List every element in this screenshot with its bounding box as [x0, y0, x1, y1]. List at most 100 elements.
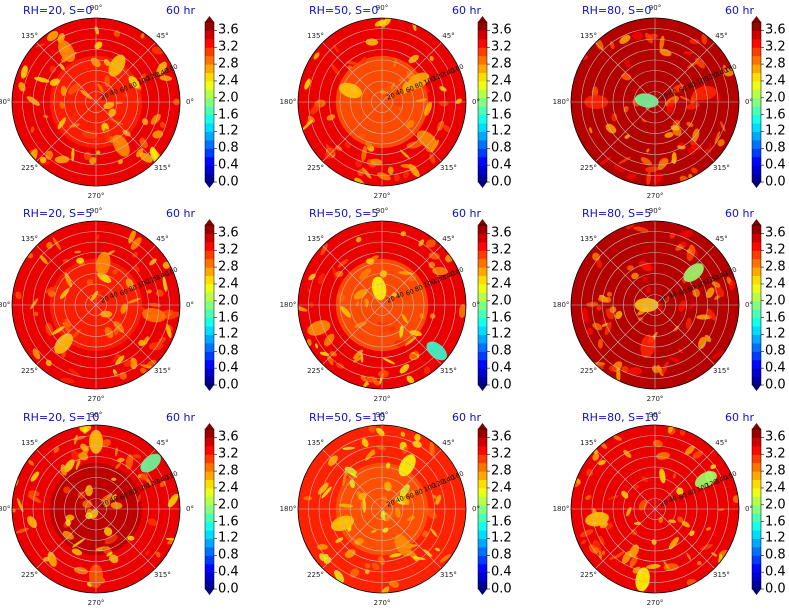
angle-label: 270° [373, 599, 391, 607]
field-blob [298, 305, 308, 312]
polar-frame [11, 220, 181, 390]
colorbar-segment [478, 250, 487, 260]
panel-2 [297, 16, 490, 188]
field-blob [677, 348, 683, 354]
field-blob [147, 518, 158, 526]
colorbar-tick-label: 3.6 [218, 22, 239, 38]
field-blob [576, 478, 581, 485]
field-blob [439, 86, 447, 92]
field-blob [705, 287, 715, 298]
colorbar-segment [478, 496, 487, 506]
field-blob [360, 352, 364, 363]
field-blob [20, 65, 28, 79]
field-blob [132, 251, 138, 258]
colorbar-tick-label: 2.4 [765, 73, 786, 89]
panel-title-right: 60 hr [452, 4, 481, 17]
colorbar-segment [205, 173, 214, 183]
colorbar-extend-min [205, 385, 214, 391]
colorbar-segment [752, 521, 761, 531]
field-blob [629, 555, 638, 568]
colorbar-tick-label: 1.6 [491, 514, 512, 530]
colorbar-segment [478, 131, 487, 141]
field-blob [638, 260, 652, 271]
colorbar-segment [752, 504, 761, 514]
field-blob [368, 425, 376, 433]
angle-label: 0° [745, 505, 753, 513]
polar-frame [570, 424, 740, 594]
colorbar-segment [205, 80, 214, 90]
panel-6 [570, 219, 764, 391]
colorbar-extend-max [205, 423, 214, 429]
colorbar-tick-label: 1.6 [218, 107, 239, 123]
colorbar-segment [478, 173, 487, 183]
colorbar-tick-label: 3.6 [765, 22, 786, 38]
angle-label: 90° [648, 207, 662, 215]
field-blob [601, 550, 606, 556]
field-blob [333, 45, 339, 53]
field-blob [120, 303, 128, 314]
field-blob [39, 255, 48, 265]
colorbar-segment [752, 106, 761, 116]
colorbar-segment [205, 131, 214, 141]
angle-label: 315° [713, 367, 730, 376]
colorbar-segment [205, 300, 214, 310]
colorbar-segment [752, 530, 761, 539]
colorbar-segment [752, 292, 761, 302]
field-blob [354, 538, 364, 545]
field-blob [371, 529, 377, 533]
angle-label: 270° [373, 192, 391, 200]
colorbar-segment [478, 38, 487, 48]
field-blob [592, 322, 603, 331]
field-feature [140, 453, 161, 473]
panel-title-right: 60 hr [166, 411, 195, 424]
colorbar-tick-label: 1.6 [765, 107, 786, 123]
field-blob [406, 375, 415, 384]
field-blob [43, 115, 49, 119]
colorbar-tick-label: 2.0 [491, 293, 512, 309]
field-blob [711, 552, 718, 557]
colorbar-segment [752, 351, 761, 361]
field-blob [140, 364, 155, 369]
grid-spoke [322, 449, 383, 510]
field-blob [686, 248, 693, 254]
grid-spoke [654, 101, 715, 162]
field-blob [74, 566, 88, 575]
colorbar-tick-label: 3.2 [218, 242, 239, 258]
field-blob [372, 379, 380, 386]
colorbar-segment [478, 376, 487, 386]
field-blob [68, 368, 80, 377]
field-blob [389, 553, 402, 558]
field-blob [15, 527, 30, 534]
field-blob [317, 482, 329, 495]
colorbar-segment [752, 479, 761, 489]
colorbar-segment [752, 250, 761, 260]
field-blob [353, 289, 368, 300]
colorbar-tick-label: 1.2 [765, 530, 786, 546]
field-blob [326, 114, 336, 121]
colorbar-tick-label: 2.8 [491, 259, 512, 275]
field-blob [364, 449, 375, 461]
colorbar-segment [205, 359, 214, 369]
field-blob [621, 73, 632, 81]
colorbar-segment [205, 267, 214, 277]
field-blob [398, 271, 414, 275]
colorbar-segment [752, 462, 761, 472]
angle-label: 270° [87, 192, 105, 200]
colorbar-segment [205, 250, 214, 260]
colorbar-tick-label: 0.8 [491, 343, 512, 359]
field-blob [34, 76, 50, 83]
field-blob [679, 95, 690, 102]
field-blob [338, 503, 353, 508]
colorbar-tick-label: 0.0 [765, 174, 786, 190]
field-blob [117, 457, 125, 463]
angle-label: 270° [87, 395, 105, 403]
colorbar-segment [205, 123, 214, 132]
colorbar-segment [205, 22, 214, 31]
field-blob [684, 445, 695, 455]
angle-label: 270° [646, 599, 664, 607]
colorbar-segment [478, 309, 487, 319]
field-blob [319, 553, 326, 562]
colorbar-segment [478, 258, 487, 268]
field-blob [425, 239, 436, 248]
panel-title-right: 60 hr [166, 4, 195, 17]
